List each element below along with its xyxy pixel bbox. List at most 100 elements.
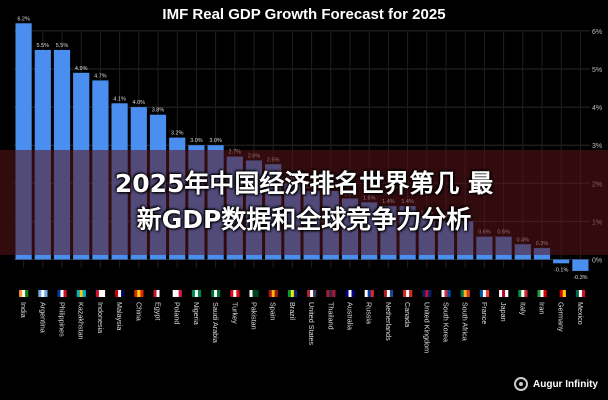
flag-stripe	[38, 290, 42, 297]
flag-stripe	[252, 290, 256, 297]
flag-icon	[403, 290, 413, 297]
flag-stripe	[575, 290, 580, 297]
flag-stripe	[348, 290, 352, 297]
flag-icon	[422, 290, 432, 297]
flag-stripe	[95, 290, 100, 297]
flag-stripe	[233, 290, 237, 297]
flag-stripe	[249, 290, 253, 297]
flag-stripe	[271, 290, 275, 297]
x-tick-label: Canada	[403, 302, 412, 327]
flag-stripe	[581, 290, 586, 297]
flag-stripe	[287, 290, 292, 297]
flag-icon	[76, 290, 86, 297]
x-tick-label: Japan	[499, 302, 508, 322]
flag-stripe	[505, 290, 509, 297]
x-tick-label: Malaysia	[115, 302, 124, 330]
flag-stripe	[521, 290, 525, 297]
data-label: 4.0%	[133, 100, 146, 106]
x-tick-label: South Africa	[461, 302, 470, 341]
flag-layer	[19, 290, 586, 297]
x-tick-layer: India Argentina Philippines Kazakhstan Indon…	[19, 302, 585, 353]
flag-stripe	[293, 290, 298, 297]
flag-stripe	[63, 290, 67, 297]
data-label: -0.3%	[573, 275, 587, 281]
flag-stripe	[140, 290, 144, 297]
flag-stripe	[422, 290, 426, 297]
flag-stripe	[57, 290, 61, 297]
flag-stripe	[332, 290, 336, 297]
flag-stripe	[153, 290, 157, 297]
flag-stripe	[441, 290, 445, 297]
flag-stripe	[447, 290, 451, 297]
data-label: -0.1%	[554, 267, 568, 273]
bar	[553, 259, 570, 264]
flag-stripe	[175, 290, 179, 297]
flag-stripe	[479, 290, 484, 297]
flag-stripe	[22, 290, 26, 297]
flag-stripe	[137, 290, 141, 297]
flag-icon	[38, 290, 48, 297]
flag-icon	[307, 290, 317, 297]
flag-stripe	[159, 290, 163, 297]
flag-stripe	[389, 290, 394, 297]
flag-icon	[153, 290, 163, 297]
flag-stripe	[524, 290, 528, 297]
flag-icon	[57, 290, 67, 297]
x-tick-label: Indonesia	[96, 302, 105, 333]
x-tick-label: Kazakhstan	[77, 302, 86, 340]
x-tick-label: Germany	[557, 302, 566, 332]
flag-icon	[249, 290, 259, 297]
flag-stripe	[307, 290, 311, 297]
flag-stripe	[156, 290, 160, 297]
x-tick-label: India	[19, 302, 28, 318]
x-tick-label: Australia	[346, 302, 355, 330]
flag-icon	[364, 290, 374, 297]
x-tick-label: Turkey	[230, 302, 239, 324]
flag-stripe	[313, 290, 317, 297]
flag-stripe	[25, 290, 29, 297]
flag-stripe	[79, 290, 83, 297]
flag-stripe	[463, 290, 467, 297]
x-tick-label: Mexico	[576, 302, 585, 325]
data-label: 3.2%	[171, 131, 184, 137]
flag-stripe	[367, 290, 371, 297]
flag-stripe	[499, 290, 503, 297]
flag-stripe	[326, 290, 330, 297]
y-tick-label: 3%	[592, 143, 602, 150]
x-tick-label: Thailand	[326, 302, 335, 330]
flag-icon	[479, 290, 490, 297]
flag-icon	[575, 290, 586, 297]
flag-stripe	[217, 290, 221, 297]
data-label: 3.0%	[209, 138, 222, 144]
flag-stripe	[214, 290, 218, 297]
x-tick-label: Saudi Arabia	[211, 302, 220, 343]
flag-stripe	[518, 290, 522, 297]
data-label: 3.8%	[152, 108, 165, 114]
flag-icon	[441, 290, 451, 297]
data-label: 3.0%	[190, 138, 203, 144]
x-tick-label: Poland	[173, 302, 182, 324]
flag-icon	[211, 290, 221, 297]
flag-stripe	[364, 290, 368, 297]
flag-stripe	[310, 290, 314, 297]
flag-stripe	[172, 290, 176, 297]
headline-overlay-band	[0, 150, 608, 255]
x-tick-label: France	[480, 302, 489, 324]
y-tick-label: 4%	[592, 105, 602, 112]
flag-stripe	[578, 290, 583, 297]
watermark: Augur Infinity	[514, 376, 598, 392]
flag-stripe	[134, 290, 138, 297]
flag-stripe	[211, 290, 215, 297]
flag-stripe	[383, 290, 388, 297]
flag-stripe	[82, 290, 86, 297]
flag-icon	[134, 290, 144, 297]
data-label: 4.1%	[113, 96, 126, 102]
headline-line-1: 2025年中国经济排名世界第几 最	[114, 169, 494, 198]
x-tick-label: Russia	[365, 302, 374, 324]
flag-stripe	[482, 290, 487, 297]
flag-icon	[345, 290, 355, 297]
flag-stripe	[386, 290, 391, 297]
data-label: 4.7%	[94, 73, 107, 79]
flag-stripe	[428, 290, 432, 297]
flag-stripe	[403, 290, 407, 297]
